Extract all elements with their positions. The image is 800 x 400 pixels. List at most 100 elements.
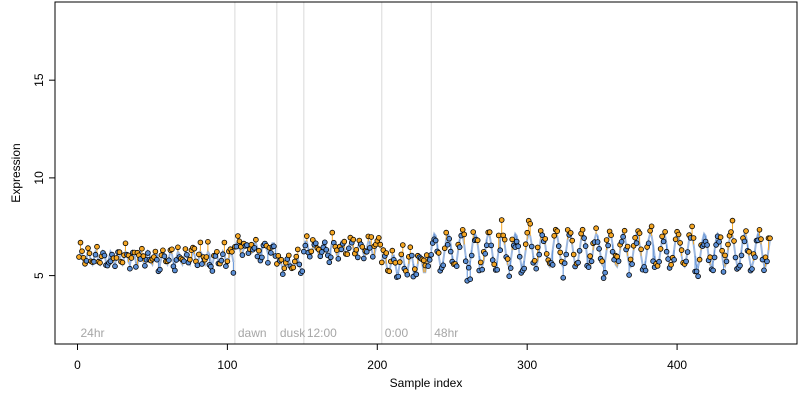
data-point — [642, 267, 649, 274]
data-point — [678, 247, 685, 253]
data-point — [396, 259, 403, 265]
data-point — [335, 255, 342, 262]
data-point — [600, 275, 607, 281]
data-point — [732, 254, 739, 261]
data-point — [119, 259, 126, 266]
data-point — [689, 223, 695, 230]
data-point — [360, 255, 367, 262]
data-point — [608, 232, 614, 239]
data-point — [728, 229, 734, 235]
data-point — [657, 246, 664, 252]
data-point — [486, 229, 493, 235]
data-point — [256, 247, 262, 254]
data-point — [154, 256, 160, 263]
data-point — [312, 240, 319, 247]
data-point — [656, 258, 662, 265]
plot-frame — [54, 1, 798, 345]
annotation-label: dusk — [280, 326, 306, 340]
data-point — [534, 244, 541, 251]
data-point — [618, 239, 625, 245]
data-point — [196, 251, 202, 258]
data-point — [752, 254, 758, 261]
data-point — [648, 223, 655, 230]
data-point — [327, 254, 334, 261]
data-point — [501, 236, 508, 243]
data-point — [575, 259, 581, 266]
data-point — [561, 260, 568, 267]
data-point — [440, 262, 447, 269]
data-point — [731, 238, 737, 244]
x-tick-label: 200 — [367, 358, 387, 372]
data-point — [408, 252, 415, 259]
data-point — [633, 240, 640, 246]
data-point — [737, 262, 743, 269]
data-point — [758, 236, 764, 242]
data-point — [378, 259, 385, 266]
data-point — [299, 268, 306, 275]
y-tick-label: 10 — [32, 171, 46, 185]
data-point — [615, 258, 622, 264]
data-point — [723, 258, 730, 265]
data-point — [683, 258, 689, 265]
y-axis: 5 10 15 — [32, 73, 55, 279]
data-point — [191, 245, 198, 252]
data-point — [432, 237, 439, 244]
data-point — [627, 256, 634, 263]
data-point — [281, 265, 288, 272]
data-point — [344, 251, 351, 258]
data-point — [77, 239, 84, 246]
data-point — [533, 265, 539, 272]
data-point — [116, 249, 123, 255]
data-point — [506, 273, 513, 280]
data-point — [761, 267, 767, 274]
data-point — [278, 256, 285, 263]
data-point — [318, 249, 325, 255]
data-point — [399, 242, 406, 248]
data-point — [172, 267, 178, 274]
data-point — [539, 232, 545, 238]
data-point — [720, 269, 727, 275]
data-point — [199, 261, 205, 267]
data-point — [366, 245, 373, 251]
data-point — [308, 248, 315, 255]
data-point — [524, 229, 530, 236]
data-point — [707, 254, 713, 261]
data-point — [218, 257, 225, 264]
data-point — [83, 258, 90, 264]
data-point — [507, 265, 514, 271]
data-point — [79, 248, 85, 255]
data-point — [395, 273, 402, 280]
data-point — [122, 240, 129, 247]
data-point — [169, 246, 175, 253]
data-point — [205, 239, 211, 245]
annotation-label: 48hr — [434, 326, 458, 340]
data-point — [468, 252, 475, 259]
data-point — [221, 239, 228, 246]
data-point — [303, 233, 310, 239]
data-point — [690, 235, 697, 241]
data-point — [326, 259, 333, 266]
data-point — [636, 230, 643, 237]
data-point — [563, 251, 569, 258]
data-point — [112, 263, 118, 270]
data-point — [599, 258, 605, 265]
data-point — [86, 250, 93, 257]
data-point — [704, 242, 710, 248]
data-point — [197, 239, 204, 246]
data-point — [665, 256, 671, 262]
data-point — [296, 261, 303, 268]
data-point — [230, 270, 237, 276]
data-point — [306, 253, 313, 260]
data-point — [420, 257, 427, 264]
data-point — [392, 259, 399, 266]
data-point — [716, 239, 722, 245]
data-point — [441, 245, 448, 252]
data-point — [677, 240, 683, 246]
data-point — [145, 250, 151, 256]
data-point — [596, 246, 602, 252]
data-point — [509, 236, 516, 243]
data-point — [647, 228, 653, 234]
data-point — [593, 225, 599, 232]
data-point — [756, 227, 763, 233]
